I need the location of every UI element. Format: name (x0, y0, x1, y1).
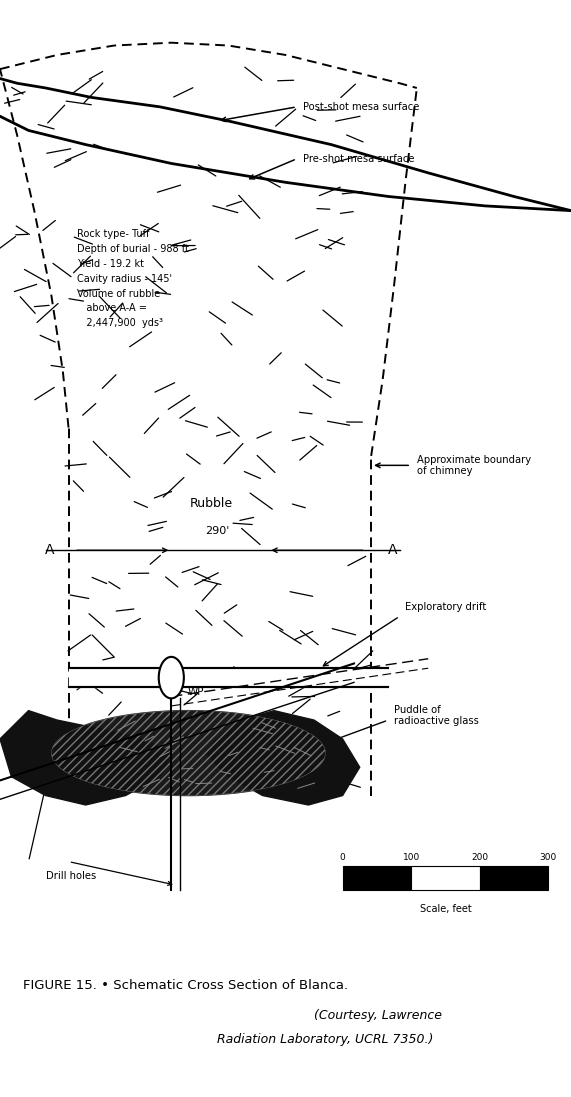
Text: Approximate boundary
of chimney: Approximate boundary of chimney (417, 454, 531, 476)
Text: WP: WP (187, 687, 204, 697)
Text: A: A (388, 543, 398, 557)
Text: Puddle of
radioactive glass: Puddle of radioactive glass (394, 704, 479, 726)
Text: Pre-shot mesa surface: Pre-shot mesa surface (303, 154, 414, 163)
Text: Scale, feet: Scale, feet (420, 904, 471, 914)
Bar (480, 867, 548, 890)
Text: Post-shot mesa surface: Post-shot mesa surface (303, 102, 419, 112)
Bar (69, 668, 388, 687)
Circle shape (159, 657, 184, 699)
Text: (Courtesy, Lawrence: (Courtesy, Lawrence (314, 1009, 442, 1022)
Text: Rubble: Rubble (190, 497, 233, 510)
Ellipse shape (51, 711, 325, 795)
Bar (411, 867, 480, 890)
Text: FIGURE 15. • Schematic Cross Section of Blanca.: FIGURE 15. • Schematic Cross Section of … (23, 979, 348, 992)
Text: 100: 100 (403, 852, 420, 861)
Text: Rock type- Tuff
Depth of burial - 988 ft
Yield - 19.2 kt
Cavity radius - 145'
Vo: Rock type- Tuff Depth of burial - 988 ft… (77, 229, 189, 328)
Text: A: A (45, 543, 54, 557)
Bar (343, 867, 411, 890)
Text: 300: 300 (540, 852, 557, 861)
Text: Drill holes: Drill holes (46, 871, 96, 881)
Text: 200: 200 (471, 852, 488, 861)
Polygon shape (206, 711, 360, 805)
Polygon shape (0, 711, 171, 805)
Text: Exploratory drift: Exploratory drift (405, 602, 486, 612)
Text: Radiation Laboratory, UCRL 7350.): Radiation Laboratory, UCRL 7350.) (217, 1033, 433, 1047)
Text: 290': 290' (205, 527, 229, 536)
Text: 0: 0 (340, 852, 345, 861)
